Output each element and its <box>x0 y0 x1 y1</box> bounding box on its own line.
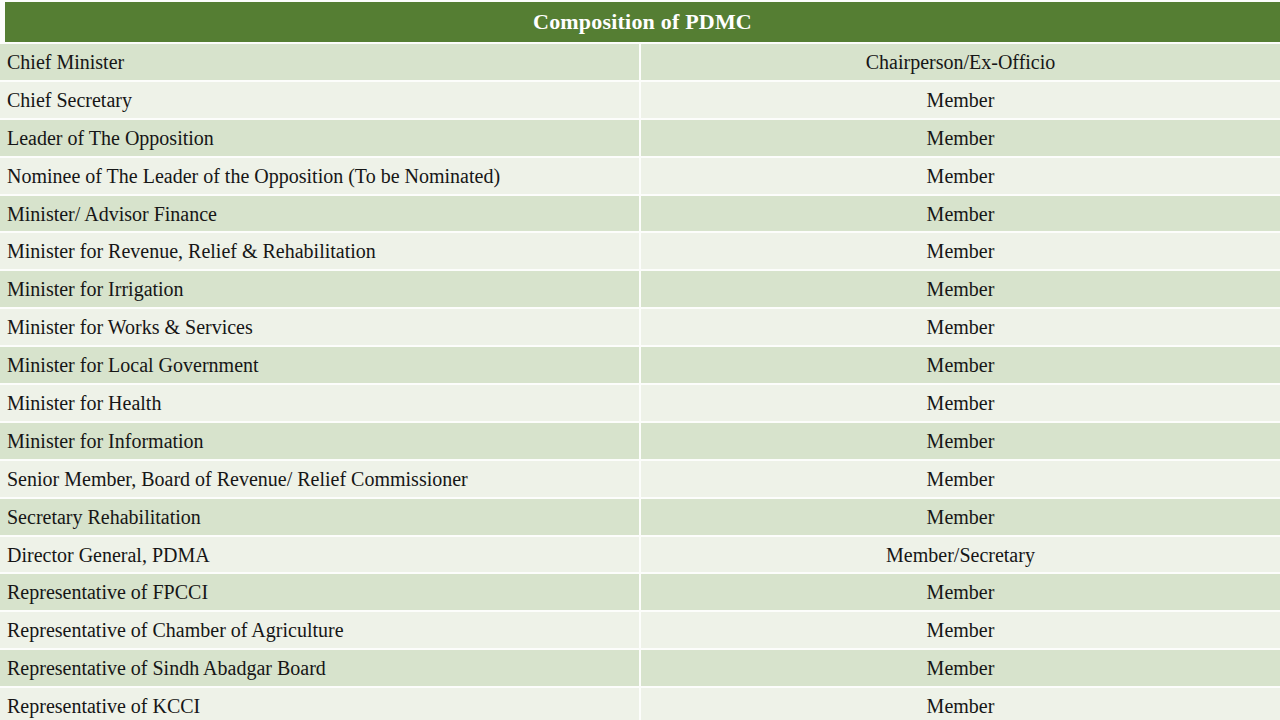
table-row: Minister for Irrigation Member <box>0 271 1280 307</box>
table-row: Chief Secretary Member <box>0 82 1280 118</box>
position-cell: Member <box>641 309 1280 345</box>
position-cell: Member <box>641 499 1280 535</box>
table-row: Minister for Health Member <box>0 385 1280 421</box>
role-cell: Director General, PDMA <box>0 537 639 573</box>
position-cell: Member <box>641 385 1280 421</box>
position-cell: Member <box>641 347 1280 383</box>
role-cell: Minister for Irrigation <box>0 271 639 307</box>
table-row: Minister/ Advisor Finance Member <box>0 196 1280 232</box>
role-cell: Minister for Works & Services <box>0 309 639 345</box>
table-row: Minister for Works & Services Member <box>0 309 1280 345</box>
position-cell: Member <box>641 82 1280 118</box>
role-cell: Representative of Chamber of Agriculture <box>0 612 639 648</box>
role-cell: Representative of FPCCI <box>0 574 639 610</box>
role-cell: Representative of Sindh Abadgar Board <box>0 650 639 686</box>
role-cell: Minister/ Advisor Finance <box>0 196 639 232</box>
table-row: Representative of Chamber of Agriculture… <box>0 612 1280 648</box>
position-cell: Member <box>641 650 1280 686</box>
table-row: Nominee of The Leader of the Opposition … <box>0 158 1280 194</box>
table-row: Representative of Sindh Abadgar Board Me… <box>0 650 1280 686</box>
position-cell: Member <box>641 423 1280 459</box>
role-cell: Minister for Health <box>0 385 639 421</box>
table-row: Minister for Local Government Member <box>0 347 1280 383</box>
position-cell: Member <box>641 196 1280 232</box>
position-cell: Member <box>641 688 1280 720</box>
table-row: Representative of FPCCI Member <box>0 574 1280 610</box>
slide: Composition of PDMC Chief Minister Chair… <box>0 0 1280 720</box>
table-title-bar: Composition of PDMC <box>5 2 1280 42</box>
position-cell: Member <box>641 120 1280 156</box>
position-cell: Chairperson/Ex-Officio <box>641 44 1280 80</box>
role-cell: Secretary Rehabilitation <box>0 499 639 535</box>
role-cell: Minister for Information <box>0 423 639 459</box>
composition-table: Chief Minister Chairperson/Ex-Officio Ch… <box>0 44 1280 720</box>
table-row: Director General, PDMA Member/Secretary <box>0 537 1280 573</box>
role-cell: Senior Member, Board of Revenue/ Relief … <box>0 461 639 497</box>
position-cell: Member <box>641 158 1280 194</box>
role-cell: Nominee of The Leader of the Opposition … <box>0 158 639 194</box>
table-row: Leader of The Opposition Member <box>0 120 1280 156</box>
role-cell: Leader of The Opposition <box>0 120 639 156</box>
role-cell: Representative of KCCI <box>0 688 639 720</box>
role-cell: Minister for Local Government <box>0 347 639 383</box>
position-cell: Member <box>641 574 1280 610</box>
table-row: Minister for Revenue, Relief & Rehabilit… <box>0 233 1280 269</box>
position-cell: Member <box>641 233 1280 269</box>
position-cell: Member <box>641 461 1280 497</box>
table-row: Minister for Information Member <box>0 423 1280 459</box>
role-cell: Chief Secretary <box>0 82 639 118</box>
role-cell: Chief Minister <box>0 44 639 80</box>
table-row: Chief Minister Chairperson/Ex-Officio <box>0 44 1280 80</box>
table-row: Senior Member, Board of Revenue/ Relief … <box>0 461 1280 497</box>
table-row: Secretary Rehabilitation Member <box>0 499 1280 535</box>
position-cell: Member <box>641 612 1280 648</box>
table-title: Composition of PDMC <box>533 9 752 35</box>
position-cell: Member <box>641 271 1280 307</box>
table-row: Representative of KCCI Member <box>0 688 1280 720</box>
role-cell: Minister for Revenue, Relief & Rehabilit… <box>0 233 639 269</box>
position-cell: Member/Secretary <box>641 537 1280 573</box>
